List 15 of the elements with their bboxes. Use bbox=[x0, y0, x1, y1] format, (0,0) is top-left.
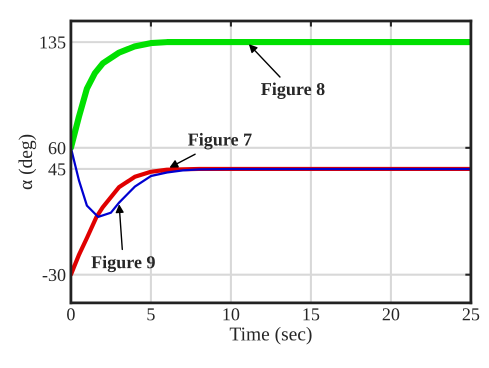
x-axis-title: Time (sec) bbox=[230, 326, 312, 345]
y-axis-title: α (deg) bbox=[18, 134, 36, 190]
x-tick-label: 0 bbox=[67, 308, 75, 320]
x-tick-label: 15 bbox=[303, 308, 320, 320]
y-tick-label: 45 bbox=[48, 163, 66, 176]
y-tick-label: 135 bbox=[40, 36, 66, 49]
y-tick-label: -30 bbox=[42, 268, 66, 282]
x-tick-label: 20 bbox=[382, 308, 400, 320]
x-tick-label: 25 bbox=[462, 308, 480, 320]
x-tick-label: 10 bbox=[223, 308, 240, 320]
annotation: Figure 7 bbox=[188, 132, 252, 150]
annotation: Figure 8 bbox=[261, 82, 325, 99]
annotation: Figure 9 bbox=[91, 256, 155, 272]
y-tick-label: 60 bbox=[48, 142, 66, 154]
x-tick-label: 5 bbox=[147, 308, 155, 320]
